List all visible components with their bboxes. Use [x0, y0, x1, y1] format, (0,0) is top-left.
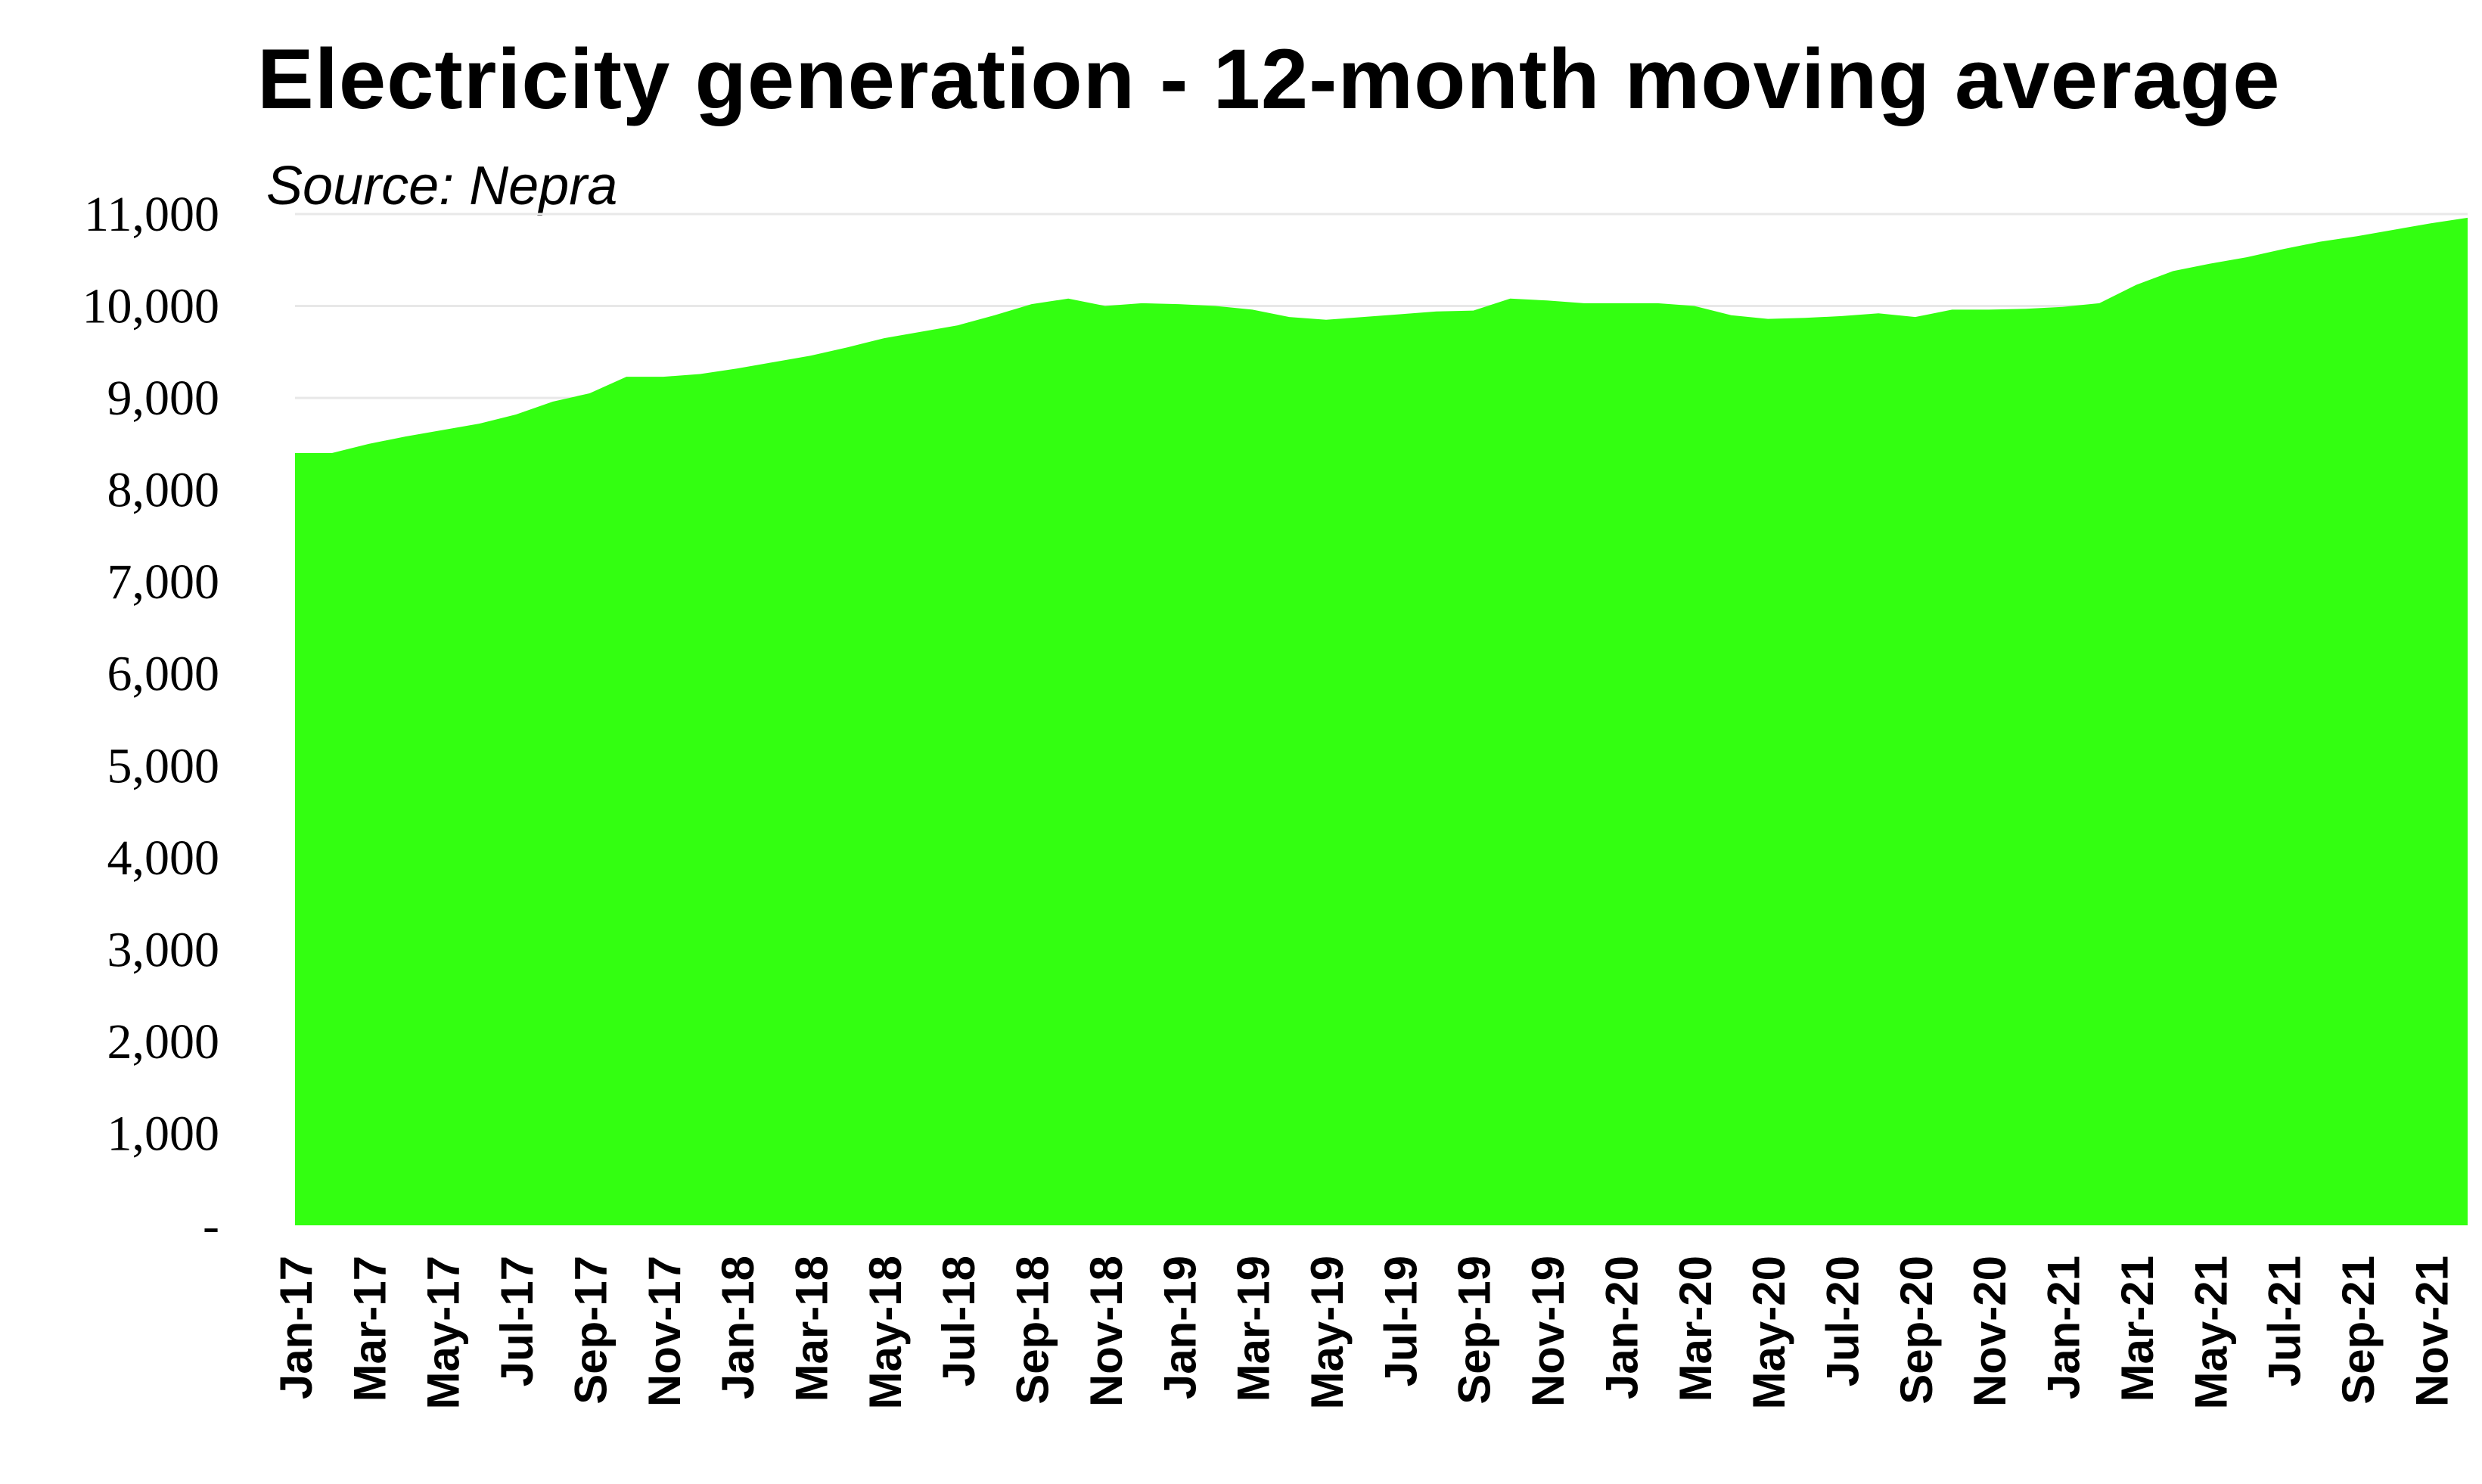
x-tick-label: Jan-20 — [1596, 1256, 1647, 1399]
x-tick-label: Mar-18 — [786, 1256, 837, 1402]
y-tick-label: 4,000 — [107, 830, 220, 886]
x-tick-label: Mar-19 — [1229, 1256, 1279, 1402]
x-tick-label: Jul-18 — [933, 1256, 984, 1386]
y-tick-label: - — [203, 1198, 219, 1253]
x-tick-label: May-17 — [418, 1256, 469, 1409]
x-tick-label: Jan-18 — [713, 1256, 763, 1399]
x-tick-label: Nov-18 — [1081, 1256, 1132, 1407]
x-tick-label: Sep-17 — [565, 1256, 616, 1405]
y-tick-label: 5,000 — [107, 738, 220, 793]
x-tick-label: Jul-17 — [492, 1256, 542, 1386]
x-tick-label: Mar-20 — [1670, 1256, 1721, 1402]
y-tick-label: 2,000 — [107, 1014, 220, 1070]
y-axis: - 1,000 2,000 3,000 4,000 5,000 6,000 7,000 8,00… — [82, 187, 220, 1253]
y-tick-label: 6,000 — [107, 647, 220, 702]
y-tick-label: 10,000 — [82, 279, 220, 334]
area-fill — [295, 217, 2468, 1225]
y-tick-label: 8,000 — [107, 463, 220, 518]
x-tick-label: Mar-17 — [344, 1256, 395, 1402]
x-tick-label: Jul-19 — [1375, 1256, 1426, 1386]
x-tick-label: Mar-21 — [2112, 1256, 2163, 1402]
x-tick-label: Jul-20 — [1817, 1256, 1868, 1386]
x-tick-label: Sep-21 — [2333, 1256, 2384, 1405]
x-tick-label: Jan-21 — [2039, 1256, 2089, 1399]
x-tick-label: Sep-20 — [1891, 1256, 1942, 1405]
x-tick-label: May-20 — [1744, 1256, 1794, 1409]
x-tick-label: Nov-21 — [2406, 1256, 2457, 1407]
x-tick-label: Jan-17 — [271, 1256, 322, 1399]
area-series — [295, 217, 2468, 1225]
x-tick-label: May-19 — [1302, 1256, 1353, 1409]
y-tick-label: 9,000 — [107, 371, 220, 426]
y-tick-label: 11,000 — [84, 187, 219, 242]
x-tick-label: Nov-19 — [1523, 1256, 1573, 1407]
y-tick-label: 1,000 — [107, 1106, 220, 1161]
chart-title: Electricity generation - 12-month moving… — [257, 32, 2281, 126]
x-tick-label: Sep-19 — [1449, 1256, 1500, 1405]
x-tick-label: Nov-17 — [639, 1256, 690, 1407]
x-tick-label: Jan-19 — [1154, 1256, 1205, 1399]
x-tick-label: Sep-18 — [1008, 1256, 1058, 1405]
x-tick-label: Nov-20 — [1965, 1256, 2015, 1407]
x-axis: Jan-17 Mar-17 May-17 Jul-17 Sep-17 Nov-17 Jan-… — [271, 1256, 2457, 1409]
x-tick-label: May-18 — [860, 1256, 911, 1409]
y-tick-label: 7,000 — [107, 554, 220, 610]
y-tick-label: 3,000 — [107, 922, 220, 977]
x-tick-label: Jul-21 — [2260, 1256, 2310, 1386]
chart-subtitle: Source: Nepra — [266, 156, 618, 216]
x-tick-label: May-21 — [2185, 1256, 2236, 1409]
